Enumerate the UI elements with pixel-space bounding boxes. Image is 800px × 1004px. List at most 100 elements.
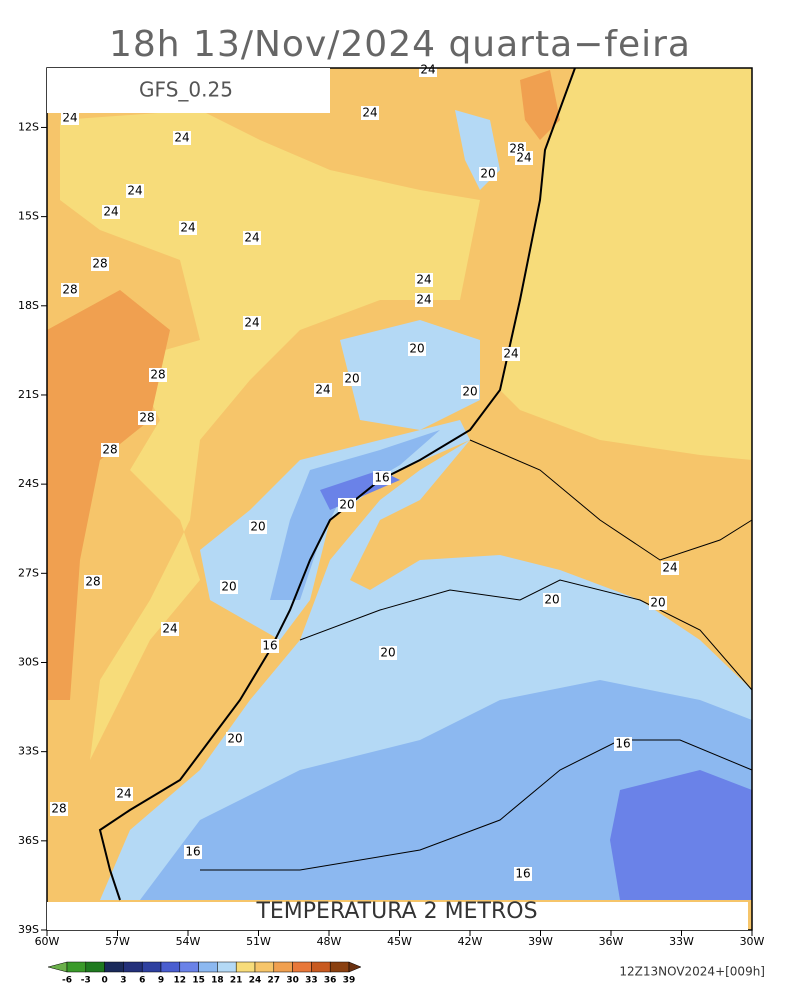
land-cool (200, 420, 470, 640)
contour-label: 24 (174, 131, 189, 145)
ocean-warm (500, 68, 752, 460)
contour-label: 20 (250, 520, 265, 534)
title: 18h 13/Nov/2024 quarta−feira (109, 24, 691, 65)
contour-label-bg (614, 737, 632, 751)
x-tick-label: 42W (458, 935, 483, 948)
contour-label: 28 (51, 802, 66, 816)
colorbar-label: 6 (139, 976, 145, 986)
contour-label: 20 (480, 167, 495, 181)
x-tick-label: 54W (176, 935, 201, 948)
colorbar-swatch (311, 961, 331, 973)
colorbar-label: 30 (286, 976, 299, 986)
contour-label: 16 (262, 639, 277, 653)
contour-label-bg (415, 273, 433, 287)
contour-label-bg (502, 347, 520, 361)
contour-label: 24 (62, 111, 77, 125)
land-hot (47, 290, 170, 700)
contour-label-bg (115, 787, 133, 801)
contour-label-bg (61, 283, 79, 297)
contour-label-bg (91, 257, 109, 271)
contour-label-bg (220, 580, 238, 594)
x-tick-label: 39W (528, 935, 553, 948)
contour-label-bg (261, 639, 279, 653)
contour-label: 24 (244, 231, 259, 245)
model-box (47, 68, 330, 113)
contour-label: 20 (544, 593, 559, 607)
contour-label-bg (373, 471, 391, 485)
contour-label-bg (543, 593, 561, 607)
contour-label: 24 (416, 273, 431, 287)
ocean-coldest (610, 770, 752, 900)
colorbar-swatch (198, 961, 218, 973)
contour-label: 20 (227, 732, 242, 746)
land-mild (60, 110, 480, 760)
contour-label: 24 (416, 293, 431, 307)
colorbar-label: 3 (120, 976, 126, 986)
y-tick-label: 30S (18, 655, 39, 668)
contour-label-bg (226, 732, 244, 746)
contour-label-bg (243, 231, 261, 245)
contour-label-bg (415, 293, 433, 307)
colorbar-swatch (254, 961, 275, 973)
contour-label: 24 (103, 205, 118, 219)
contour-label: 20 (344, 372, 359, 386)
x-tick-label: 48W (317, 935, 342, 948)
contour-label: 28 (92, 257, 107, 271)
x-tick-label: 45W (387, 935, 412, 948)
colorbar-label: 33 (305, 976, 318, 986)
contour-label-bg (338, 498, 356, 512)
contour-label-bg (649, 596, 667, 610)
colorbar-label: 9 (158, 976, 164, 986)
land-colder (270, 430, 440, 600)
y-tick-label: 33S (18, 745, 39, 758)
x-tick-label: 30W (740, 935, 765, 948)
colorbar-swatch (104, 961, 124, 973)
coastline (98, 67, 576, 901)
field-title: TEMPERATURA 2 METROS (255, 899, 537, 924)
colorbar-swatch (235, 961, 256, 973)
colorbar-swatch (217, 961, 237, 973)
contour-label-bg (138, 411, 156, 425)
contour (469, 439, 753, 561)
colorbar-label: 15 (192, 976, 205, 986)
y-tick-label: 27S (18, 566, 39, 579)
colorbar-label: 27 (268, 976, 281, 986)
x-tick-label: 57W (105, 935, 130, 948)
colorbar-swatch (66, 961, 87, 973)
colorbar-swatch (47, 961, 68, 973)
contour (200, 739, 753, 871)
contour-label: 16 (615, 737, 630, 751)
contour-label-bg (343, 372, 361, 386)
contour-label-bg (361, 106, 379, 120)
contour-label-bg (249, 520, 267, 534)
contour-label: 24 (516, 151, 531, 165)
run-label: 12Z13NOV2024+[009h] (619, 965, 765, 979)
contour-label: 28 (139, 411, 154, 425)
contour-label: 28 (102, 443, 117, 457)
model-label: GFS_0.25 (139, 78, 233, 102)
contour-label-bg (243, 316, 261, 330)
contour-label-bg (514, 867, 532, 881)
contour-label-bg (61, 111, 79, 125)
contour-label: 24 (662, 561, 677, 575)
contour-label-bg (126, 184, 144, 198)
y-tick-label: 36S (18, 834, 39, 847)
colorbar-swatch (273, 961, 293, 973)
colorbar-label: 0 (101, 976, 107, 986)
colorbar-swatch (141, 961, 162, 973)
field-title-box (47, 902, 748, 930)
contour-label: 24 (503, 347, 518, 361)
contour-label: 24 (420, 63, 435, 77)
y-tick-label: 24S (18, 477, 39, 490)
contour-label-bg (101, 443, 119, 457)
contour-label: 20 (409, 342, 424, 356)
y-tick-label: 15S (18, 210, 39, 223)
contour-label: 20 (462, 385, 477, 399)
x-tick-label: 60W (35, 935, 60, 948)
colorbar-label: -3 (81, 976, 91, 986)
colorbar-swatch (348, 961, 362, 973)
contour-label-bg (102, 205, 120, 219)
contour-label: 24 (127, 184, 142, 198)
contour-label-bg (479, 167, 497, 181)
